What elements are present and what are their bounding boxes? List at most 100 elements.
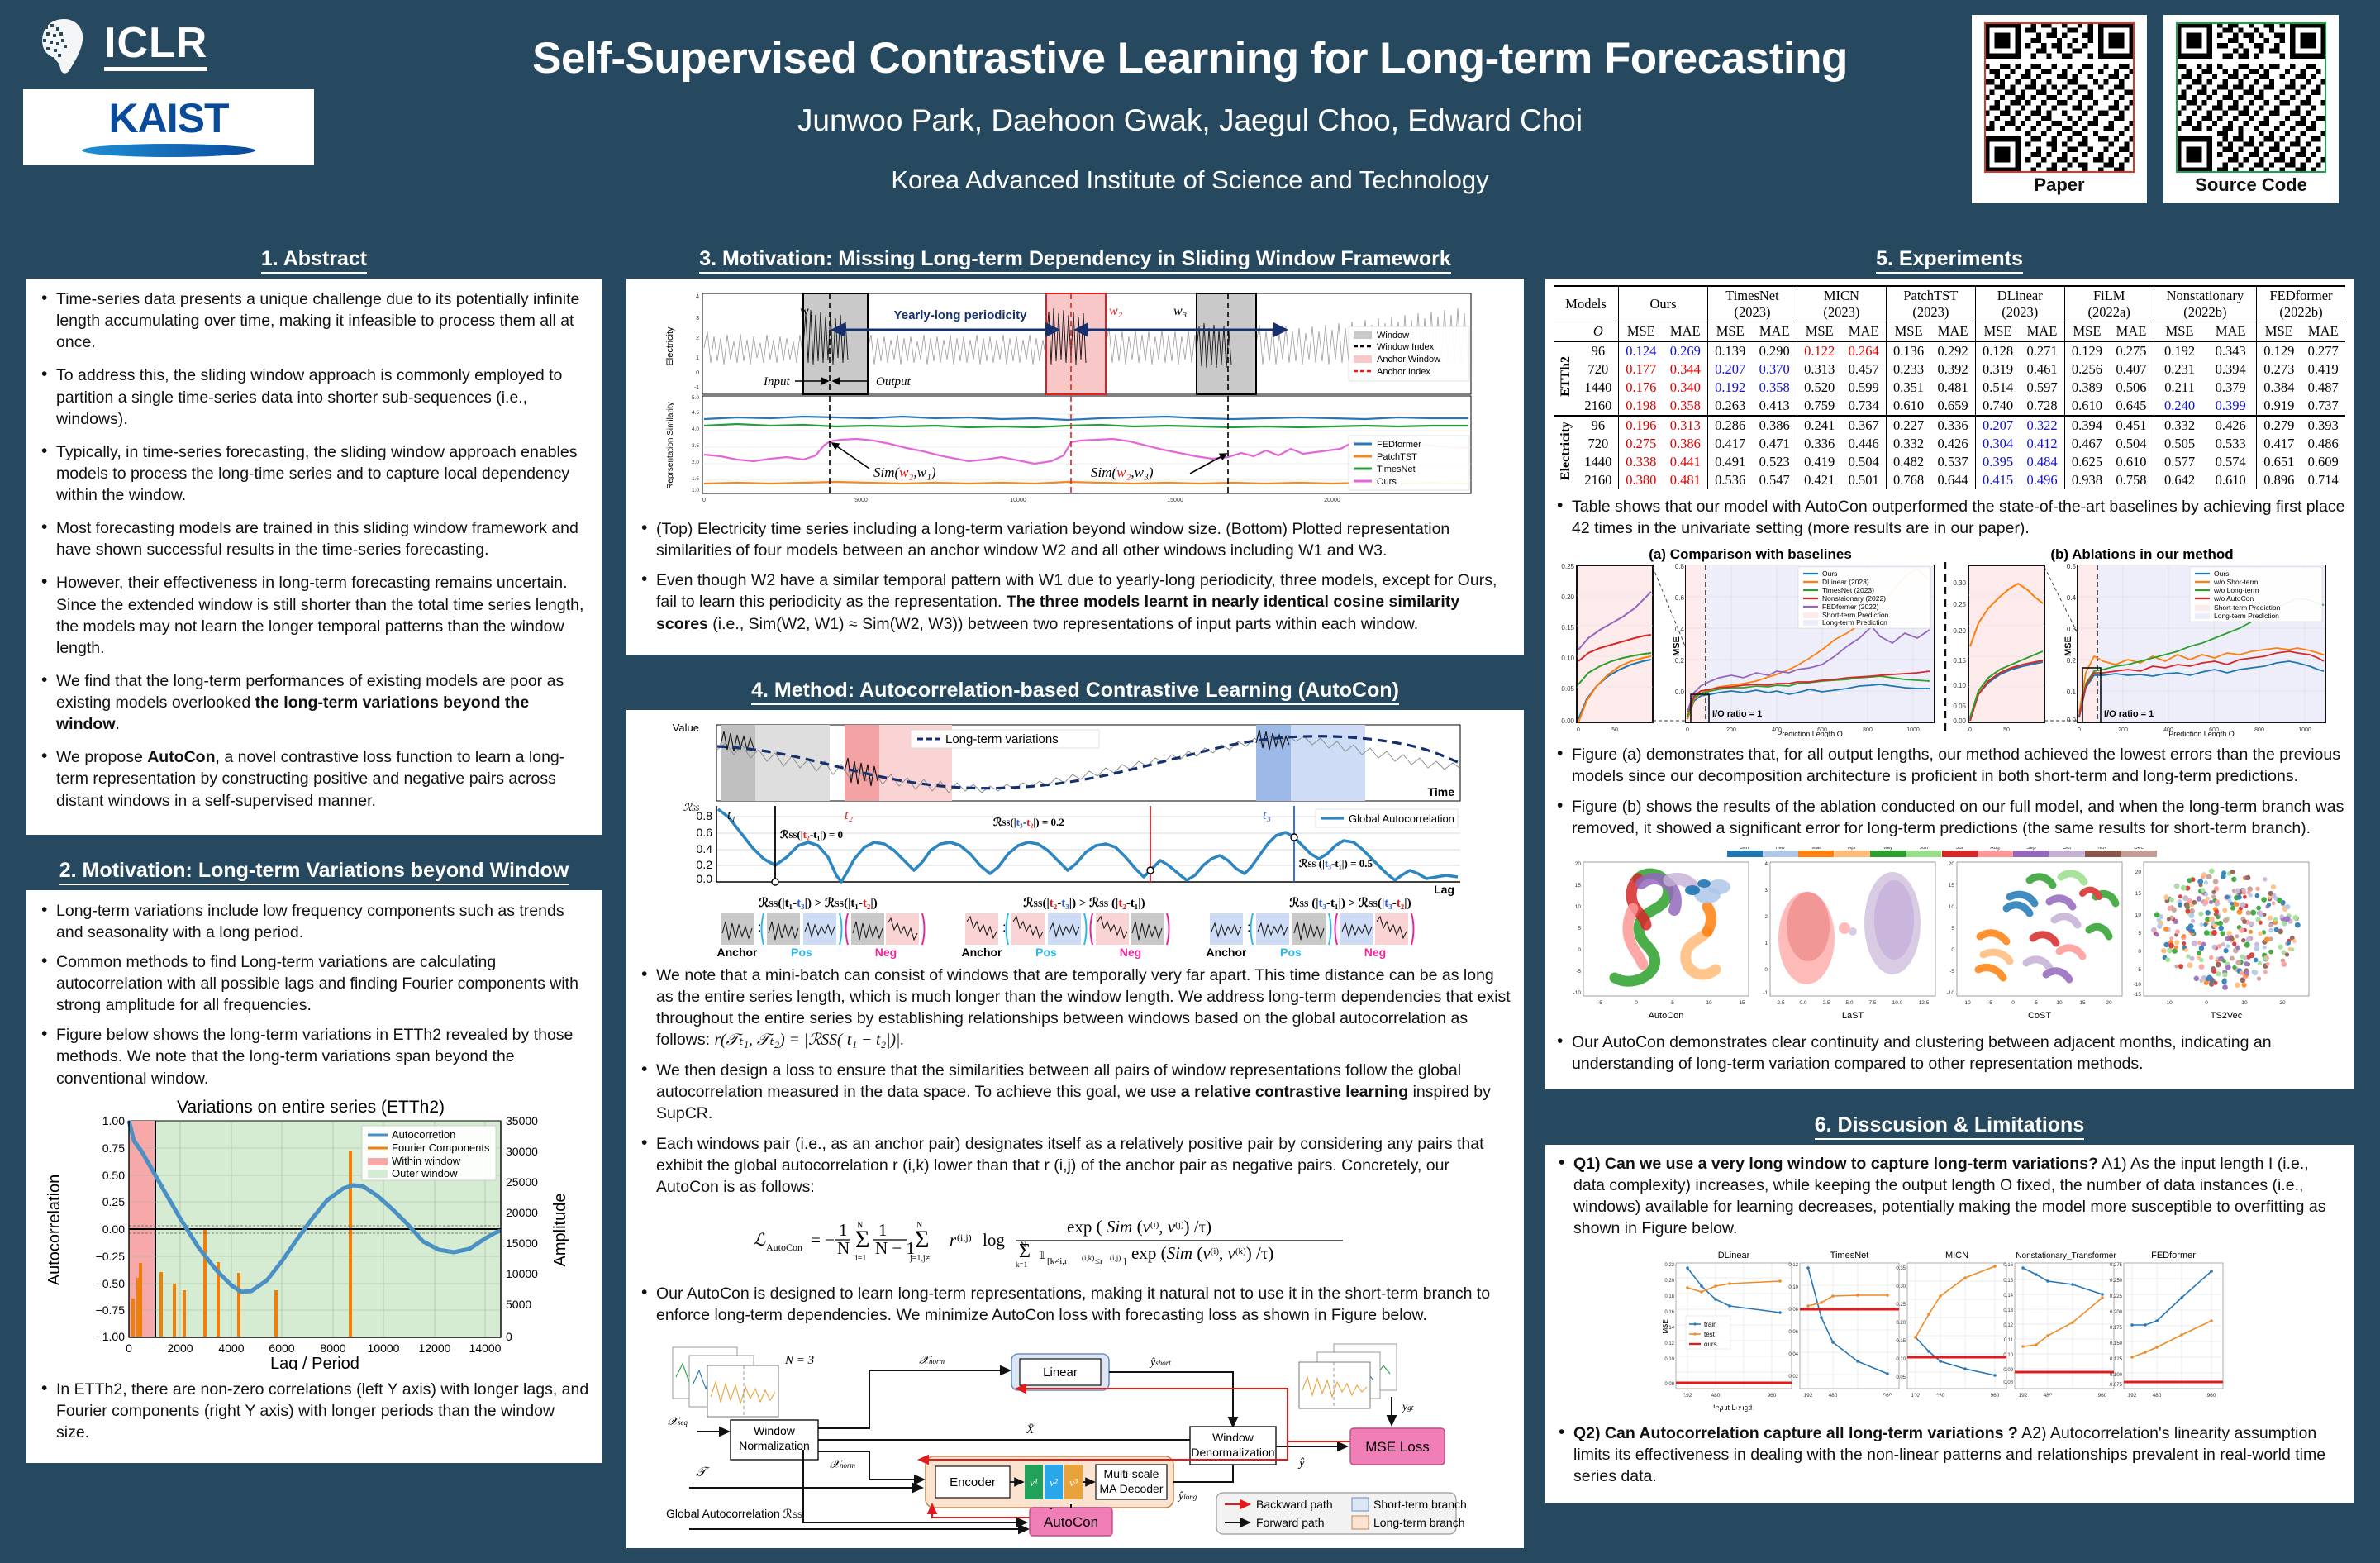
iclr-brain-icon: [42, 19, 83, 74]
list-item: Time-series data presents a unique chall…: [38, 287, 590, 353]
svg-text:800: 800: [1863, 727, 1873, 733]
svg-text:10000: 10000: [1010, 498, 1026, 503]
svg-text:log: log: [983, 1230, 1005, 1250]
qr-code-source-icon[interactable]: [2176, 22, 2326, 173]
svg-text:0: 0: [2138, 949, 2141, 955]
svg-text:]: ]: [1123, 1256, 1126, 1266]
svg-text:0.75: 0.75: [102, 1141, 125, 1155]
tsne-month-colorbar: Jan Feb Mar Apr May Jun Jul Aug Sep Oct Nov Dec: [1727, 847, 2157, 857]
svg-text:7.5: 7.5: [1868, 1000, 1876, 1006]
table-cell: 0.277: [2307, 343, 2339, 359]
list-item: Figure below shows the long-term variati…: [38, 1022, 590, 1089]
table-cell: 0.379: [2215, 379, 2246, 395]
svg-text:0: 0: [702, 498, 706, 503]
list-item: We propose AutoCon, a novel contrastive …: [38, 745, 590, 811]
svg-text:0.2: 0.2: [2067, 657, 2077, 665]
table-cell: 0.759: [1796, 397, 1842, 416]
method-y-ticks: 0.00.2 0.4 0.6 0.8: [697, 809, 713, 885]
svg-text:Aug: Aug: [1990, 847, 2000, 851]
table-cell: 0.233: [1885, 360, 1931, 379]
svg-text:0.20: 0.20: [1561, 593, 1574, 601]
marker-t3: t₃: [1263, 808, 1271, 822]
method-inline-equation: r(𝒯ₜ₁, 𝒯ₜ₂) = |ℛSS(|t₁ − t₂|)|.: [714, 1032, 905, 1049]
svg-text:Oct: Oct: [2063, 847, 2071, 851]
list-item: Most forecasting models are trained in t…: [38, 516, 590, 560]
svg-text:4000: 4000: [218, 1341, 244, 1355]
svg-text:𝟙: 𝟙: [1039, 1249, 1045, 1261]
table-cell: 0.413: [1759, 398, 1790, 413]
svg-text:1: 1: [878, 1220, 888, 1240]
table-cell: 0.415: [1974, 471, 2021, 489]
qr-paper-box[interactable]: Paper: [1972, 15, 2147, 203]
x-axis-label: Lag / Period: [270, 1355, 359, 1370]
table-cell: 0.496: [2026, 472, 2058, 488]
th-ours: Ours: [1618, 286, 1708, 322]
marker-t1: t₁: [727, 808, 735, 822]
x-axis-ticks: 0 2000 4000 6000 8000 10000 12000 14000: [126, 1341, 502, 1355]
label-w1: w₁: [800, 304, 813, 318]
tsne-panel-ts2vec: 20 15 10 5 0 -5 -10 -15 -10 0 10 20 TS2Vec: [2134, 861, 2310, 1021]
svg-text:(i,k): (i,k): [1082, 1254, 1094, 1262]
long-term-variation-curve: [716, 734, 1460, 789]
th-o: O: [1592, 323, 1603, 339]
experiments-results-table: Models Ours TimesNet (2023) MICN (2023) Pa…: [1554, 285, 2345, 489]
label-v1: v¹: [1030, 1476, 1038, 1489]
svg-text:1: 1: [839, 1220, 848, 1240]
svg-text:(i,j): (i,j): [1110, 1254, 1121, 1262]
svg-text:0.275: 0.275: [2110, 1263, 2123, 1268]
disc-legend: train test ours: [1685, 1315, 1731, 1349]
svg-text:Denormalization: Denormalization: [1191, 1446, 1274, 1459]
input-window-stack: N = 3: [672, 1346, 814, 1418]
node-encoder-label: Encoder: [950, 1475, 996, 1489]
svg-text:0.150: 0.150: [2110, 1341, 2123, 1346]
fig-b-xlabel: Prediction Length O: [2168, 730, 2235, 737]
svg-text:1: 1: [696, 355, 699, 361]
autocorrelation-line: [126, 1120, 502, 1294]
table-cell: 0.207: [1707, 360, 1753, 379]
table-cell: 0.505: [2153, 435, 2206, 453]
label-tau: 𝒯: [696, 1465, 710, 1480]
disc-panel-timesnet: TimesNet 0.12 0.10 0.08 0.06 0.04 0.02 192 480…: [1788, 1251, 1900, 1399]
qr-code-paper-icon[interactable]: [1984, 22, 2135, 173]
svg-text:-10: -10: [1947, 990, 1955, 996]
svg-text:-1: -1: [694, 385, 699, 391]
svg-text:5: 5: [2138, 931, 2141, 936]
footer-url[interactable]: https://github.com/junwoopark92/Self-Sup…: [1570, 1389, 2273, 1415]
svg-text:w/o AutoCon: w/o AutoCon: [2213, 594, 2254, 603]
table-cell: 0.896: [2256, 471, 2301, 489]
svg-text:50: 50: [2003, 727, 2010, 733]
table-cell: 0.504: [2116, 436, 2147, 451]
svg-text:train: train: [1704, 1321, 1717, 1328]
svg-text:-5: -5: [1987, 1000, 1992, 1006]
panel-abstract: 1. Abstract Time-series data presents a …: [25, 238, 603, 836]
svg-text:0.12: 0.12: [1788, 1263, 1798, 1268]
table-cell: 0.574: [2215, 454, 2246, 469]
panel-abstract-title: 1. Abstract: [260, 247, 368, 274]
panel-experiments-header: 5. Experiments: [1545, 240, 2354, 279]
table-row: Electricity 96 0.196 0.313 0.286 0.386 0.241 0.…: [1554, 416, 2345, 480]
legend-forward-path: Forward path: [1256, 1516, 1324, 1529]
svg-text:0.175: 0.175: [2110, 1326, 2123, 1331]
svg-text:0.30: 0.30: [1896, 1284, 1906, 1289]
svg-text:20000: 20000: [1324, 498, 1340, 503]
kaist-swoosh: [82, 144, 255, 157]
svg-text:5000: 5000: [506, 1298, 531, 1311]
svg-text:Long-term Prediction: Long-term Prediction: [2214, 612, 2279, 620]
table-cell: 0.491: [1707, 453, 1753, 471]
svg-text:Mar: Mar: [1811, 847, 1821, 851]
qr-source-code-box[interactable]: Source Code: [2163, 15, 2339, 203]
svg-text:-10: -10: [2164, 1000, 2173, 1006]
table-cell: 0.740: [1974, 397, 2021, 416]
fedformer-similarity-line: [703, 415, 1468, 422]
panel-discussion: 6. Disscusion & Limitations Q1) Can we u…: [1544, 1104, 2355, 1505]
svg-text:0: 0: [2078, 727, 2081, 733]
motivation3-bullet-list: (Top) Electricity time series including …: [638, 517, 1512, 635]
table-cell: 0.446: [1848, 436, 1879, 451]
svg-text:0.20: 0.20: [1953, 627, 1966, 635]
ground-truth-stack: [1298, 1343, 1397, 1409]
panel-motivation2-header: 2. Motivation: Long-term Variations beyo…: [26, 851, 602, 890]
svg-text:192: 192: [2019, 1393, 2028, 1399]
svg-text:−1.00: −1.00: [96, 1330, 126, 1343]
svg-text:15: 15: [1739, 1000, 1745, 1006]
global-autocorrelation-line: [716, 808, 1459, 884]
